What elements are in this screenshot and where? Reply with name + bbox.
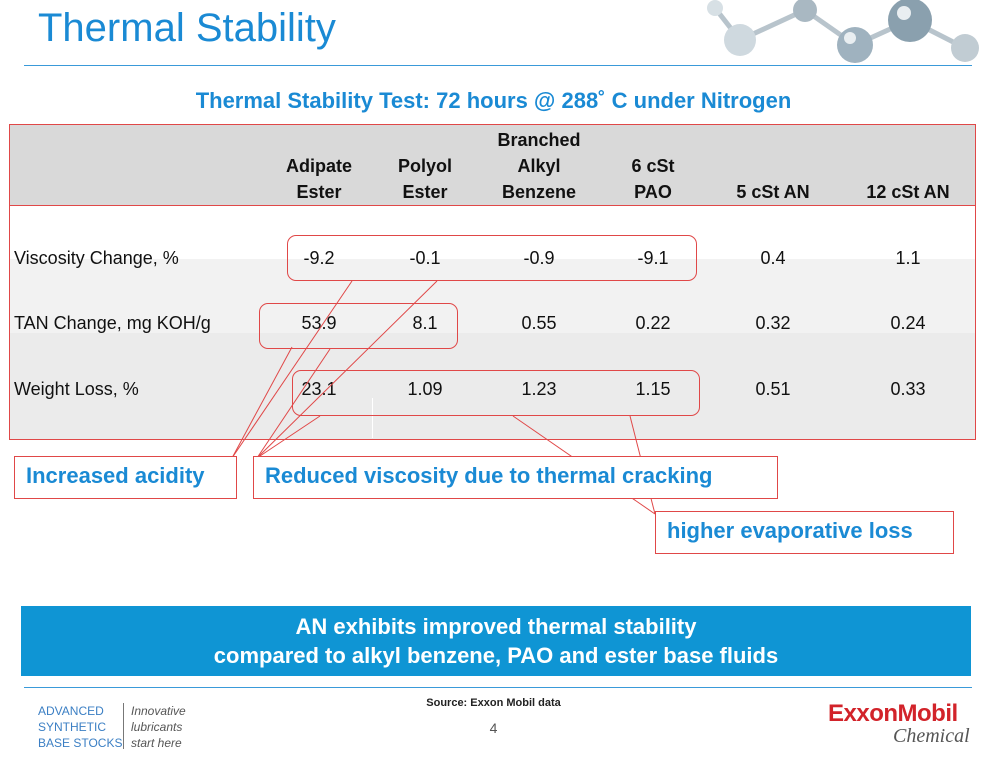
header-line: Branched [497, 130, 581, 150]
brand-line: ADVANCED [38, 704, 104, 718]
col-header-adipate-ester: Adipate Ester [264, 153, 374, 205]
col-header-polyol-ester: Polyol Ester [370, 153, 480, 205]
banner-line-1: AN exhibits improved thermal stability [295, 614, 697, 639]
brand-line: BASE STOCKS [38, 736, 123, 750]
col-header-branched-alkyl-benzene: Branched Alkyl Benzene [474, 127, 604, 205]
molecule-graphic [707, 0, 979, 63]
highlight-box-viscosity [287, 235, 697, 281]
header-separator [10, 205, 975, 206]
row-label-weight-loss: Weight Loss, % [14, 379, 139, 399]
table-cell: 1.15 [635, 379, 671, 399]
header-line: PAO [634, 182, 672, 202]
table-cell: -0.1 [409, 248, 441, 268]
page-number: 4 [489, 720, 498, 736]
header-line: Adipate [285, 156, 352, 176]
table-cell: -9.2 [303, 248, 335, 268]
col-header-5cst-an: 5 cSt AN [718, 179, 828, 205]
source-note: Source: Exxon Mobil data [426, 697, 561, 709]
tagline-line: Innovative [131, 704, 186, 718]
page-title: Thermal Stability [38, 6, 336, 50]
callout-reduced-viscosity: Reduced viscosity due to thermal crackin… [253, 456, 778, 499]
highlight-box-tan [259, 303, 458, 349]
table-cell: 0.33 [890, 379, 926, 399]
table-cell: 0.55 [521, 313, 557, 333]
row-label-tan: TAN Change, mg KOH/g [14, 313, 211, 333]
table-cell: 0.4 [760, 248, 786, 268]
table-cell: 0.22 [635, 313, 671, 333]
highlight-box-weight-loss [292, 370, 700, 416]
subtitle: Thermal Stability Test: 72 hours @ 288˚ … [195, 88, 792, 113]
tagline-line: lubricants [131, 720, 183, 734]
table-cell: 1.23 [521, 379, 557, 399]
table-header-bg [10, 125, 975, 205]
header-line: Ester [296, 182, 342, 202]
table-cell: -0.9 [523, 248, 555, 268]
banner-line-2: compared to alkyl benzene, PAO and ester… [213, 643, 779, 668]
chemical-logo-text: Chemical [893, 725, 970, 747]
brand-divider [123, 703, 124, 749]
title-divider [24, 65, 972, 66]
header-line: Polyol [397, 156, 452, 176]
tagline-line: start here [131, 736, 182, 750]
header-line: 6 cSt [631, 156, 675, 176]
table-cell: -9.1 [637, 248, 669, 268]
brand-logo-left: ADVANCED SYNTHETIC BASE STOCKS [38, 703, 122, 751]
callout-evaporative-loss: higher evaporative loss [655, 511, 954, 554]
brand-tagline: Innovative lubricants start here [131, 703, 186, 751]
header-line: Ester [402, 182, 448, 202]
row-label-viscosity: Viscosity Change, % [14, 248, 179, 268]
brand-line: SYNTHETIC [38, 720, 107, 734]
table-cell: 0.32 [755, 313, 791, 333]
table-cell: 1.1 [895, 248, 921, 268]
header-line: 12 cSt AN [866, 182, 950, 202]
header-line: 5 cSt AN [736, 182, 810, 202]
footer-divider [24, 687, 972, 688]
exxonmobil-logo: ExxonMobil [828, 700, 958, 727]
table-cell: 0.24 [890, 313, 926, 333]
header-line: Alkyl [517, 156, 561, 176]
header-line: Benzene [501, 182, 577, 202]
col-header-12cst-an: 12 cSt AN [848, 179, 968, 205]
callout-increased-acidity: Increased acidity [14, 456, 237, 499]
col-header-6cst-pao: 6 cSt PAO [598, 153, 708, 205]
row-band [10, 333, 975, 439]
row-band [10, 259, 975, 333]
table-cell: 0.51 [755, 379, 791, 399]
conclusion-banner: AN exhibits improved thermal stability c… [21, 606, 971, 676]
